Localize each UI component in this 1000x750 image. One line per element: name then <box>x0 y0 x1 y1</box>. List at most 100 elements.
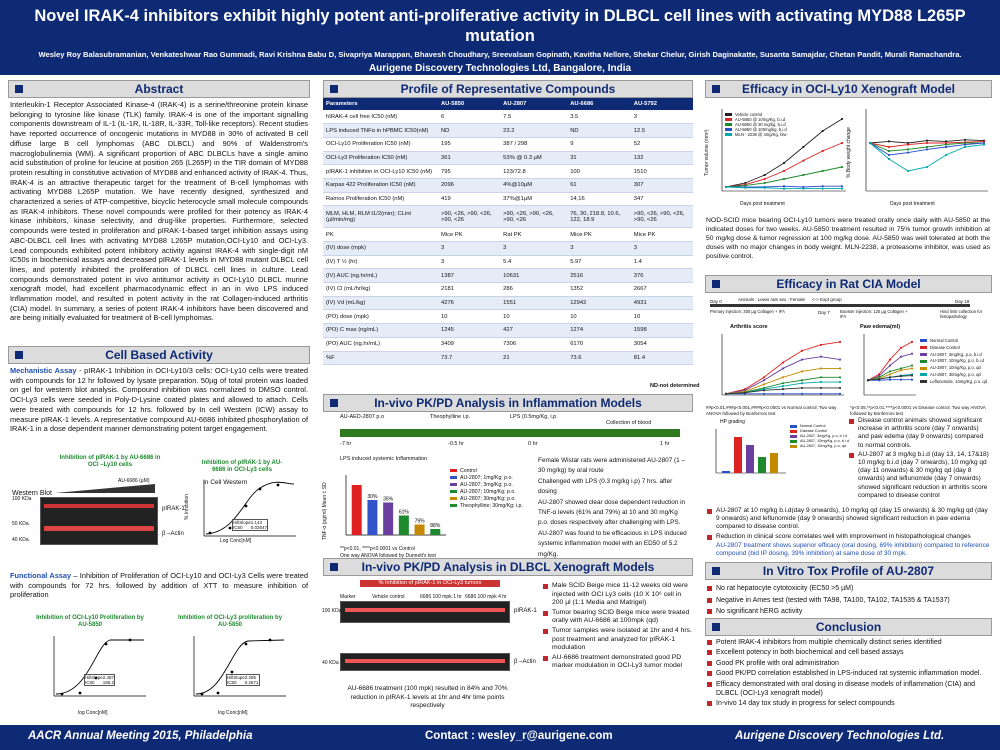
series-point <box>800 370 804 373</box>
fit-key: HillSlope <box>85 675 103 680</box>
fit-key: HillSlope <box>227 675 245 680</box>
fit-value: 0.2671 <box>244 680 259 685</box>
profile-row: (PO) AUC (ng.hr/mL) 3409 7306 6170 3054 <box>323 337 693 352</box>
bw-y-label: % Body weight change <box>846 127 852 178</box>
profile-cell: Rat PK <box>500 227 568 242</box>
dlbcl-bullets: Male SCID Beige mice 11-12 weeks old wer… <box>542 582 692 672</box>
series-point <box>781 376 785 379</box>
profile-row: OCI-Ly10 Proliferation IC50 (nM) 195 387 /… <box>323 137 693 152</box>
hp-bar <box>734 437 742 473</box>
profile-cell: 3054 <box>630 337 693 352</box>
bullet-item: Good PK profile with oral administration <box>706 659 991 668</box>
series-point <box>763 177 766 181</box>
profile-cell: 3 <box>500 241 568 256</box>
wb-kda-100: 100 KDa <box>12 496 32 502</box>
series-point <box>802 187 805 190</box>
legend-swatch <box>920 359 927 363</box>
dlbcl-kda-100: 100 KDa <box>322 608 342 614</box>
profile-row: (IV) T ½ (hr) 3 5.4 5.97 1.4 <box>323 255 693 270</box>
series-point <box>910 340 914 343</box>
xenograft-legend: Vehicle control AU-5850 @ 10mg/Kg, b.i.d A… <box>725 112 787 137</box>
profile-cell: 4%@10µM <box>500 178 568 193</box>
prolif-chart1-xlabel: log Conc[nM] <box>78 710 108 716</box>
profile-cell: MLM, HLM, RLM t1/2(min); CLint (µl/min/m… <box>323 205 438 229</box>
profile-row: OCI-Ly3 Proliferation IC50 (nM) 361 53% @ … <box>323 151 693 166</box>
profile-col-header: AU-5792 <box>630 98 693 110</box>
profile-cell: 5.4 <box>500 255 568 270</box>
profile-cell: 132 <box>630 151 693 166</box>
series-point <box>763 186 766 189</box>
series-point <box>724 185 728 189</box>
tumor-x-label: Days post treatment <box>740 201 785 207</box>
series-point <box>838 358 842 361</box>
timeline-t3: 0 hr <box>528 441 538 447</box>
series-point <box>866 379 870 382</box>
series-point <box>925 141 929 145</box>
legend-entry: MLN - 2238 @ 4mg/Kg, biw <box>725 132 787 137</box>
legend-label: AU-5850 @ 100mg/kg, b.i.d <box>735 127 787 132</box>
legend-label: Normal Control <box>800 424 826 428</box>
profile-row: LPS induced TNFα in hPBMC IC50(nM) ND 23.2… <box>323 123 693 138</box>
series-point <box>782 161 786 165</box>
profile-cell: Ramos Proliferation IC50 (nM) <box>323 192 438 207</box>
series-point <box>762 383 766 386</box>
tnf-legend: Control AU-2807; 1mg/Kg; p.o. AU-2807; 3mg… <box>450 468 523 510</box>
author-list: Wesley Roy Balasubramanian, Venkateshwar… <box>38 50 962 59</box>
series-point <box>910 374 914 377</box>
series-point <box>724 392 728 395</box>
profile-cell: 1274 <box>567 323 631 338</box>
series-point <box>762 376 766 379</box>
series-point <box>782 187 786 190</box>
tnf-chart-title: LPS induced systemic Inflammation <box>340 456 428 462</box>
profile-cell: 3 <box>567 241 631 256</box>
profile-cell: %F <box>323 351 438 366</box>
legend-swatch <box>920 380 927 384</box>
bullet-item: Disease control animals showed significa… <box>848 417 990 450</box>
dlbcl-caption: AU-6686 treatment (100 mpk) resulted in … <box>347 685 508 709</box>
series-point <box>906 143 910 146</box>
xenograft-heading: Efficacy in OCI-Ly10 Xenograft Model <box>705 80 992 98</box>
icw-fit-table: HillSlope 1.143 IC50 0.02647 <box>232 519 269 531</box>
legend-label: AU-2807, 10mg/Kg, p.o, b.i.d <box>930 358 985 364</box>
legend-swatch <box>450 497 457 501</box>
legend-swatch <box>920 339 927 343</box>
fit-value: 0.02647 <box>250 525 268 530</box>
profile-cell: 361 <box>438 151 501 166</box>
profile-cell: 100 <box>567 164 631 179</box>
tnf-bar-chart: 30% 35% 61% 79% 88% <box>345 475 446 536</box>
legend-entry: AU-2807; 3mg/Kg; p.o. <box>450 482 523 489</box>
legend-swatch <box>790 434 797 438</box>
profile-cell: Mice PK <box>630 227 693 242</box>
profile-cell: 3 <box>630 241 693 256</box>
profile-cell: (PO) C max (ng/mL) <box>323 323 438 338</box>
timeline-lps: LPS (0.5mg/Kg, i.p <box>510 414 557 420</box>
legend-swatch <box>725 118 732 122</box>
prolif-chart1 <box>53 636 146 697</box>
series-point <box>910 352 914 355</box>
fit-key: IC50 <box>227 680 237 685</box>
profile-cell: 10 <box>567 309 631 325</box>
fit-key: IC50 <box>85 680 95 685</box>
profile-cell: 1510 <box>630 164 693 179</box>
legend-entry: AU-2807, 10mg/Kg, p.o, qd <box>790 444 849 449</box>
legend-label: AU-2807, 3mg/Kg, p.o, b.i.d <box>930 351 982 357</box>
dlbcl-kda-40: 40 KDa <box>322 660 339 666</box>
legend-swatch <box>790 429 797 433</box>
profile-heading: Profile of Representative Compounds <box>323 80 693 98</box>
profile-cell: 3.5 <box>567 110 631 125</box>
series-point <box>781 392 785 395</box>
series-point <box>821 185 824 188</box>
series-point <box>888 376 892 379</box>
profile-col-header: Parameters <box>323 98 438 110</box>
legend-entry: Normal Control <box>790 424 849 429</box>
series-point <box>838 340 842 343</box>
series-point <box>800 386 804 390</box>
series-point <box>819 376 823 379</box>
tnf-bar <box>414 524 425 535</box>
series-point <box>800 358 804 361</box>
fit-value: 195.2 <box>102 680 115 685</box>
series-point <box>763 181 766 185</box>
series-point <box>763 173 766 177</box>
wb-band-actin <box>44 526 154 531</box>
legend-swatch <box>920 373 927 377</box>
